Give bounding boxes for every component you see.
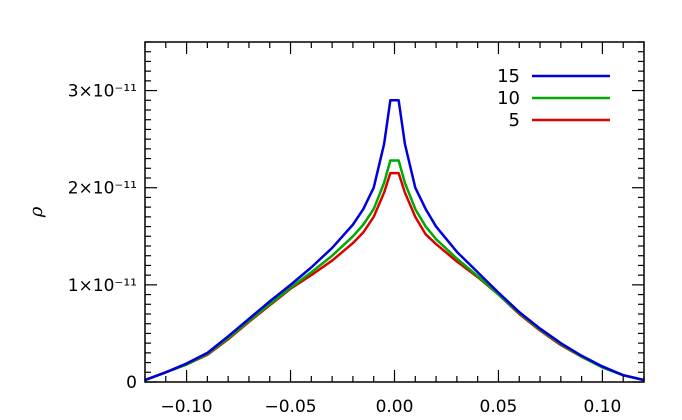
plot-frame [144, 41, 645, 383]
x-tick-label: 0.10 [583, 397, 621, 417]
series-line-15 [144, 99, 645, 382]
y-tick-label: 3×10⁻¹¹ [68, 82, 137, 102]
y-axis-label: ρ [26, 206, 47, 218]
x-tick-label: 0.00 [376, 397, 414, 417]
x-tick-label: 0.05 [480, 397, 518, 417]
legend-label-5: 5 [509, 110, 520, 131]
x-tick-label: −0.05 [264, 397, 316, 417]
y-tick-labels: 0 1×10⁻¹¹ 2×10⁻¹¹ 3×10⁻¹¹ [68, 82, 137, 393]
y-tick-label: 1×10⁻¹¹ [68, 276, 137, 296]
x-tick-labels: −0.10 −0.05 0.00 0.05 0.10 [161, 397, 622, 417]
legend-label-15: 15 [497, 66, 520, 87]
axis-ticks [144, 41, 645, 383]
plot-lines [144, 99, 645, 382]
legend-label-10: 10 [497, 88, 520, 109]
x-tick-label: −0.10 [161, 397, 213, 417]
y-tick-label: 0 [126, 373, 137, 393]
y-tick-label: 2×10⁻¹¹ [68, 179, 137, 199]
